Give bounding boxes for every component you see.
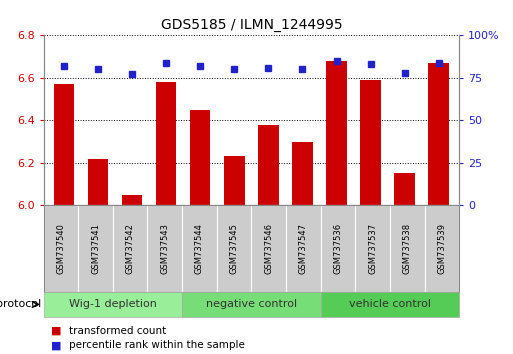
Text: percentile rank within the sample: percentile rank within the sample [69, 340, 245, 350]
Text: Wig-1 depletion: Wig-1 depletion [69, 299, 157, 309]
Bar [428, 63, 449, 205]
Bar [54, 84, 74, 205]
Bar [394, 173, 415, 205]
Text: GSM737547: GSM737547 [299, 223, 308, 274]
Text: protocol: protocol [0, 299, 41, 309]
Text: GSM737539: GSM737539 [437, 223, 446, 274]
Title: GDS5185 / ILMN_1244995: GDS5185 / ILMN_1244995 [161, 18, 342, 32]
Text: GSM737538: GSM737538 [403, 223, 412, 274]
Text: transformed count: transformed count [69, 326, 167, 336]
Text: ■: ■ [51, 340, 62, 350]
Text: negative control: negative control [206, 299, 297, 309]
Bar [88, 159, 108, 205]
Bar [224, 156, 245, 205]
Text: GSM737536: GSM737536 [333, 223, 343, 274]
Text: GSM737545: GSM737545 [229, 223, 239, 274]
Bar [190, 110, 210, 205]
Text: GSM737540: GSM737540 [56, 223, 66, 274]
Bar [122, 195, 143, 205]
Text: GSM737543: GSM737543 [160, 223, 169, 274]
Text: GSM737537: GSM737537 [368, 223, 377, 274]
Bar [156, 82, 176, 205]
Text: GSM737542: GSM737542 [126, 223, 135, 274]
Text: GSM737541: GSM737541 [91, 223, 100, 274]
Bar [292, 142, 313, 205]
Text: GSM737546: GSM737546 [264, 223, 273, 274]
Bar [360, 80, 381, 205]
Text: GSM737544: GSM737544 [195, 223, 204, 274]
Bar [258, 125, 279, 205]
Text: vehicle control: vehicle control [349, 299, 431, 309]
Bar [326, 61, 347, 205]
Text: ■: ■ [51, 326, 62, 336]
